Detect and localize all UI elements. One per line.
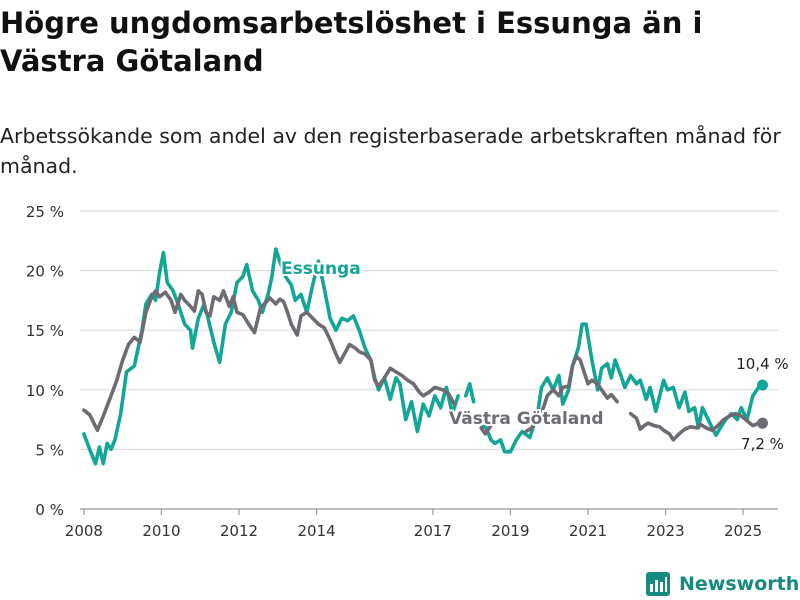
y-tick-label: 25 %	[26, 203, 64, 221]
series-line-essunga	[464, 382, 476, 404]
x-tick-label: 2023	[646, 522, 684, 540]
x-tick-label: 2014	[297, 522, 335, 540]
series-line-essunga	[82, 247, 460, 466]
series-line-västra-götaland	[628, 411, 765, 442]
end-label-vastra-gotaland: 7,2 %	[741, 435, 784, 453]
x-tick-label: 2010	[142, 522, 180, 540]
y-tick-label: 0 %	[35, 501, 64, 519]
x-tick-label: 2012	[220, 522, 258, 540]
x-tick-label: 2025	[724, 522, 762, 540]
end-label-essunga: 10,4 %	[736, 355, 788, 373]
series-line-essunga	[479, 322, 765, 454]
series-line-västra-götaland	[524, 354, 619, 434]
newsworthy-brand: Newsworthy	[645, 569, 800, 599]
series-label-essunga: Essunga	[281, 259, 361, 279]
axes: 0 % 5 % 10 % 15 % 20 % 25 % 2008 2010 2012 2014 20…	[26, 203, 762, 540]
series-label-vastra-gotaland: Västra Götaland	[449, 409, 604, 429]
x-tick-label: 2008	[65, 522, 103, 540]
grid-lines	[80, 210, 778, 510]
series-line-västra-götaland	[479, 423, 493, 436]
newsworthy-logo-icon	[646, 572, 670, 596]
x-tick-label: 2019	[491, 522, 529, 540]
end-point-essunga	[756, 379, 768, 391]
brand-name: Newsworthy	[679, 573, 800, 595]
end-point-västra-götaland	[756, 417, 768, 429]
y-tick-label: 10 %	[26, 382, 64, 400]
y-tick-label: 15 %	[26, 322, 64, 340]
series-labels: Essunga Västra Götaland 10,4 % 7,2 %	[279, 257, 789, 453]
y-tick-label: 5 %	[35, 441, 64, 459]
x-tick-label: 2021	[569, 522, 607, 540]
chart-subtitle: Arbetssökande som andel av den registerb…	[0, 124, 781, 178]
series-line-västra-götaland	[82, 289, 456, 433]
y-tick-label: 20 %	[26, 263, 64, 281]
series-lines	[82, 247, 768, 466]
page-title: Högre ungdomsarbetslöshet i Essunga än i…	[0, 6, 703, 78]
x-tick-label: 2017	[414, 522, 452, 540]
